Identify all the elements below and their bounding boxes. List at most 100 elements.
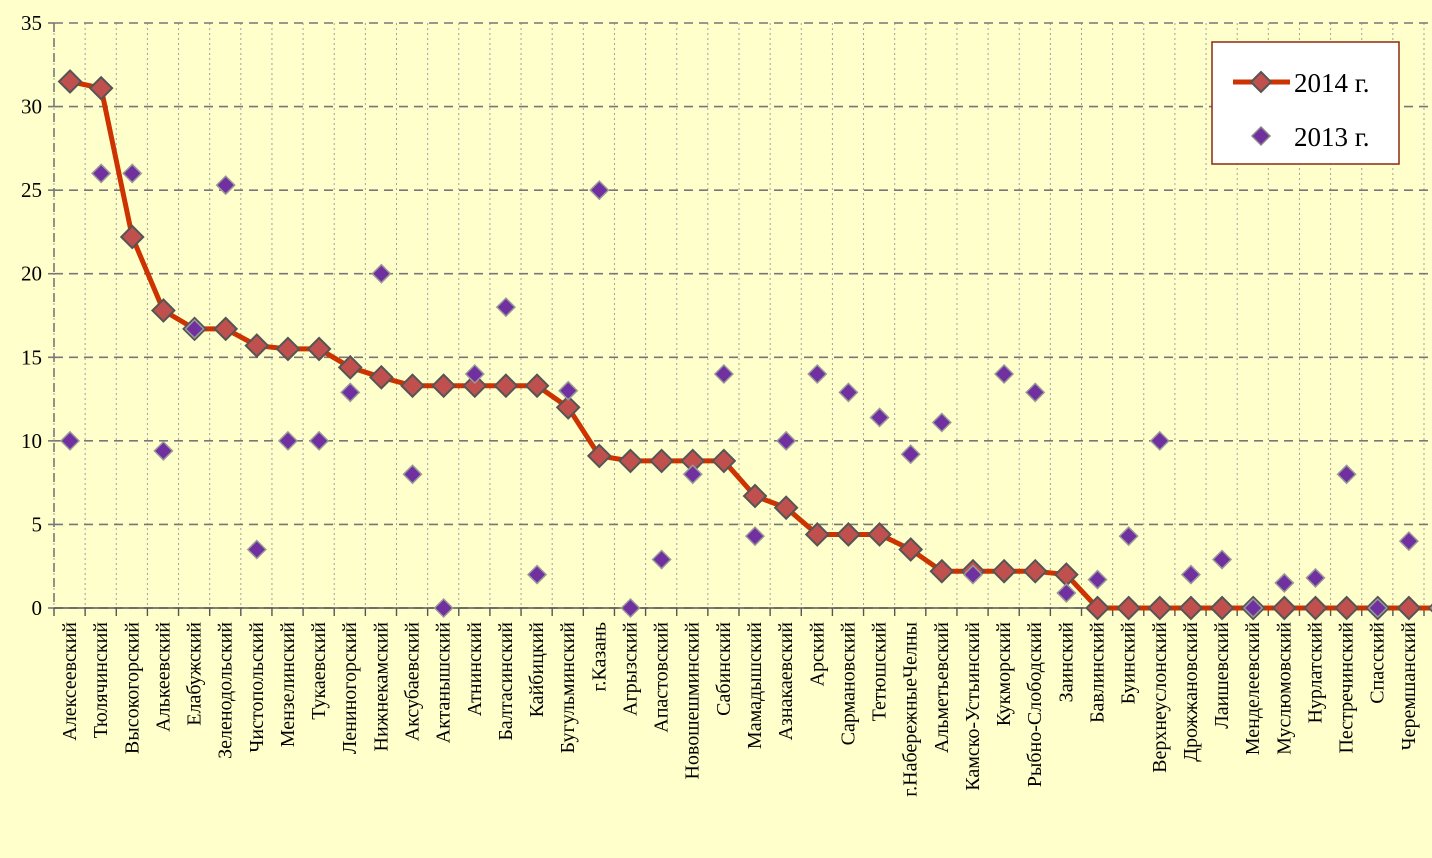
point-2014 [804,522,830,547]
point-2013 [1056,582,1077,604]
point-2013 [309,430,330,451]
point-2014 [618,448,643,474]
point-2014 [150,298,176,323]
point-2013 [1118,526,1139,547]
point-2013 [1243,597,1264,619]
point-2013 [994,363,1015,385]
point-2013 [1305,567,1326,588]
x-category-label: Кайбицкий [526,622,548,718]
point-2014 [649,448,675,474]
point-2014 [1116,595,1142,621]
point-2013 [682,464,703,485]
x-category-label: Арский [806,622,828,687]
y-tick-label: 35 [21,11,42,35]
point-2014 [400,373,425,399]
x-category-label: Пестречинский [1336,622,1358,754]
point-2013 [1367,597,1388,619]
x-category-label: Актанышский [433,622,455,744]
point-2014 [835,522,861,547]
x-category-label: Кукморский [993,622,1015,727]
x-category-label: Черемшанский [1398,622,1420,751]
point-2014 [493,373,519,399]
x-category-label: Алексеевский [59,622,81,741]
x-category-label: Менделеевский [1242,622,1264,756]
point-2013 [184,318,205,339]
point-2013 [59,430,81,451]
point-2013 [153,440,174,461]
x-category-label: Новошешминский [682,622,704,780]
point-2013 [246,539,267,560]
point-2014 [1303,595,1328,621]
x-category-label: Мензелинский [277,622,299,748]
point-2013 [277,430,299,451]
x-category-label: Дрожжановский [1180,622,1202,762]
point-2013 [1149,430,1170,451]
x-category-label: Верхнеуслонский [1149,622,1171,773]
point-2014 [1085,595,1110,621]
point-2013 [1336,464,1357,485]
point-2013 [807,363,828,385]
x-category-label: Тукаевский [308,622,330,720]
point-2014 [213,316,239,342]
point-2013 [931,412,952,433]
point-2014 [1022,558,1048,584]
point-2013 [1180,564,1201,585]
point-2013 [776,430,797,451]
x-category-label: Чистопольский [246,622,268,753]
point-2014 [742,483,768,509]
x-category-label: Алькеевский [152,622,174,732]
point-2014 [368,364,394,390]
x-category-label: Буинский [1118,622,1140,705]
point-2013 [495,297,516,318]
y-tick-label: 25 [21,178,42,202]
point-2014 [306,336,332,362]
x-category-label: Балтасинский [495,622,517,741]
grid-lines [53,22,1432,609]
point-2013 [1274,572,1295,593]
point-2014 [898,537,924,562]
x-category-label: Спасский [1367,622,1389,704]
x-category-label: Мамадышский [744,622,766,749]
x-category-label: Сабинский [713,622,735,716]
point-2014 [711,448,737,474]
x-category-label: Рыбно-Слободский [1024,622,1046,787]
legend-label-2013: 2013 г. [1294,122,1370,152]
x-category-label: Тетюшский [869,622,891,722]
point-2013 [122,163,143,184]
point-2013 [402,464,423,485]
point-2013 [713,363,734,385]
point-2013 [744,526,766,547]
x-category-label: Альметьевский [931,622,953,753]
point-2014 [991,558,1017,584]
legend-label-2014: 2014 г. [1294,68,1370,98]
point-2014 [867,522,892,547]
legend: 2014 г. 2013 г. [1211,41,1400,165]
point-2013 [91,163,112,184]
x-category-label: Бугульминский [557,622,579,754]
x-category-label: Муслюмовский [1273,622,1295,755]
y-tick-label: 5 [32,512,43,536]
x-category-label: г.НабережныеЧелны [900,622,922,797]
point-2013 [1025,382,1046,403]
point-2013 [526,564,548,585]
x-category-label: Нурлатский [1304,622,1326,724]
point-2013 [869,407,890,428]
y-tick-label: 10 [21,429,42,453]
x-category-label: Заинский [1055,622,1077,703]
point-2014 [1271,595,1297,621]
point-2014 [119,224,145,250]
point-2013 [900,444,921,465]
point-2014 [462,373,488,399]
point-2014 [244,333,270,359]
point-2013 [371,263,392,284]
legend-marker-2013 [1250,125,1272,147]
point-2013 [215,175,236,196]
series-2013 [59,163,1432,619]
y-tick-label: 20 [21,262,42,286]
y-axis: 0 5 10 15 20 25 30 35 [21,11,55,620]
x-axis: Алексеевский Тюлячинский Высокогорский Альк… [53,607,1432,797]
point-2013 [620,597,641,619]
point-2014 [1209,595,1235,621]
y-tick-label: 15 [21,345,42,369]
